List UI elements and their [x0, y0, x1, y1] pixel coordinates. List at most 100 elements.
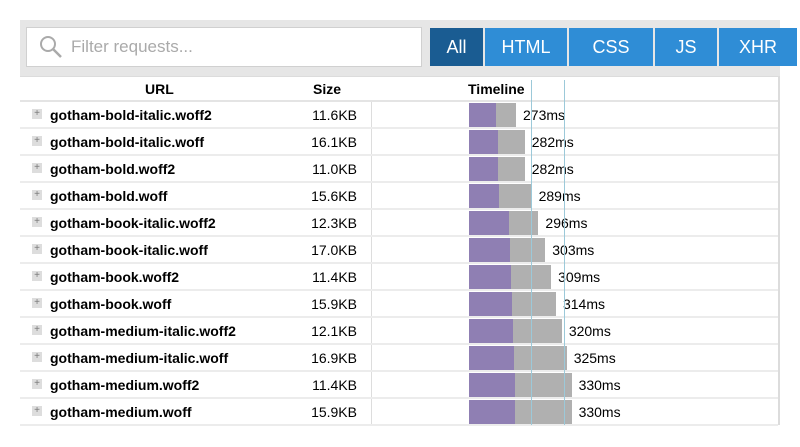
- expand-icon[interactable]: +: [32, 109, 42, 119]
- request-size: 15.6KB: [311, 188, 357, 204]
- request-time: 303ms: [552, 242, 595, 258]
- request-size: 11.4KB: [312, 377, 357, 393]
- request-time: 330ms: [578, 377, 621, 393]
- request-size: 12.3KB: [311, 215, 357, 231]
- request-time: 309ms: [558, 269, 601, 285]
- expand-icon[interactable]: +: [32, 352, 42, 362]
- timeline-cell: 282ms: [371, 129, 779, 154]
- receive-bar: [513, 319, 562, 343]
- receive-bar: [499, 184, 532, 208]
- expand-icon[interactable]: +: [32, 136, 42, 146]
- filter-css[interactable]: CSS: [569, 28, 653, 66]
- table-row[interactable]: + gotham-medium.woff 15.9KB 330ms: [20, 399, 778, 426]
- requests-table: URL Size Timeline + gotham-bold-italic.w…: [20, 77, 778, 426]
- request-url: gotham-bold-italic.woff2: [50, 107, 212, 123]
- wait-bar: [469, 265, 512, 289]
- request-size: 11.0KB: [312, 161, 357, 177]
- wait-bar: [469, 319, 514, 343]
- wait-bar: [469, 130, 498, 154]
- timeline-cell: 325ms: [371, 345, 779, 370]
- filter-all[interactable]: All: [430, 28, 483, 66]
- table-row[interactable]: + gotham-book.woff 15.9KB 314ms: [20, 291, 778, 318]
- column-timeline[interactable]: Timeline: [468, 81, 525, 97]
- wait-bar: [469, 184, 500, 208]
- request-size: 11.6KB: [312, 107, 357, 123]
- request-size: 15.9KB: [311, 296, 357, 312]
- request-time: 325ms: [573, 350, 616, 366]
- expand-icon[interactable]: +: [32, 244, 42, 254]
- wait-bar: [469, 103, 496, 127]
- receive-bar: [515, 373, 572, 397]
- receive-bar: [508, 211, 539, 235]
- request-url: gotham-bold.woff: [50, 188, 168, 204]
- receive-bar: [497, 130, 525, 154]
- filter-js[interactable]: JS: [655, 28, 717, 66]
- timeline-marker: [564, 80, 565, 425]
- request-size: 15.9KB: [311, 404, 357, 420]
- request-size: 16.1KB: [311, 134, 357, 150]
- request-url: gotham-medium.woff2: [50, 377, 200, 393]
- request-url: gotham-medium-italic.woff: [50, 350, 229, 366]
- expand-icon[interactable]: +: [32, 163, 42, 173]
- table-header: URL Size Timeline: [20, 77, 778, 102]
- request-time: 320ms: [568, 323, 611, 339]
- table-row[interactable]: + gotham-medium.woff2 11.4KB 330ms: [20, 372, 778, 399]
- receive-bar: [497, 157, 525, 181]
- table-row[interactable]: + gotham-book.woff2 11.4KB 309ms: [20, 264, 778, 291]
- request-size: 12.1KB: [311, 323, 357, 339]
- filter-xhr[interactable]: XHR: [719, 28, 797, 66]
- expand-icon[interactable]: +: [32, 271, 42, 281]
- receive-bar: [496, 103, 516, 127]
- receive-bar: [515, 400, 572, 424]
- timeline-cell: 320ms: [371, 318, 779, 343]
- timeline-marker: [531, 80, 532, 425]
- wait-bar: [469, 292, 513, 316]
- receive-bar: [510, 238, 546, 262]
- column-size[interactable]: Size: [313, 81, 342, 97]
- request-url: gotham-bold.woff2: [50, 161, 176, 177]
- request-time: 273ms: [523, 107, 566, 123]
- expand-icon[interactable]: +: [32, 325, 42, 335]
- request-time: 296ms: [545, 215, 588, 231]
- expand-icon[interactable]: +: [32, 298, 42, 308]
- timeline-cell: 330ms: [371, 372, 779, 397]
- table-row[interactable]: + gotham-bold-italic.woff2 11.6KB 273ms: [20, 102, 778, 129]
- table-row[interactable]: + gotham-book-italic.woff2 12.3KB 296ms: [20, 210, 778, 237]
- table-row[interactable]: + gotham-medium-italic.woff 16.9KB 325ms: [20, 345, 778, 372]
- timeline-cell: 296ms: [371, 210, 779, 235]
- timeline-cell: 330ms: [371, 399, 779, 424]
- request-time: 282ms: [531, 134, 574, 150]
- request-url: gotham-medium.woff: [50, 404, 192, 420]
- search-input[interactable]: [69, 36, 403, 58]
- expand-icon[interactable]: +: [32, 379, 42, 389]
- request-url: gotham-book.woff: [50, 296, 172, 312]
- request-time: 330ms: [578, 404, 621, 420]
- request-url: gotham-book-italic.woff2: [50, 215, 216, 231]
- request-url: gotham-book-italic.woff: [50, 242, 208, 258]
- table-row[interactable]: + gotham-bold-italic.woff 16.1KB 282ms: [20, 129, 778, 156]
- table-row[interactable]: + gotham-book-italic.woff 17.0KB 303ms: [20, 237, 778, 264]
- request-size: 16.9KB: [311, 350, 357, 366]
- timeline-cell: 289ms: [371, 183, 779, 208]
- receive-bar: [514, 346, 567, 370]
- table-row[interactable]: + gotham-bold.woff2 11.0KB 282ms: [20, 156, 778, 183]
- search-box[interactable]: [26, 27, 422, 67]
- search-icon: [40, 36, 62, 58]
- wait-bar: [469, 238, 510, 262]
- expand-icon[interactable]: +: [32, 190, 42, 200]
- column-url[interactable]: URL: [145, 81, 174, 97]
- filter-html[interactable]: HTML: [485, 28, 567, 66]
- receive-bar: [512, 292, 556, 316]
- timeline-cell: 309ms: [371, 264, 779, 289]
- table-row[interactable]: + gotham-medium-italic.woff2 12.1KB 320m…: [20, 318, 778, 345]
- expand-icon[interactable]: +: [32, 406, 42, 416]
- request-url: gotham-medium-italic.woff2: [50, 323, 236, 339]
- request-size: 17.0KB: [311, 242, 357, 258]
- wait-bar: [469, 211, 509, 235]
- timeline-cell: 273ms: [371, 102, 779, 127]
- timeline-cell: 282ms: [371, 156, 779, 181]
- expand-icon[interactable]: +: [32, 217, 42, 227]
- table-row[interactable]: + gotham-bold.woff 15.6KB 289ms: [20, 183, 778, 210]
- request-size: 11.4KB: [312, 269, 357, 285]
